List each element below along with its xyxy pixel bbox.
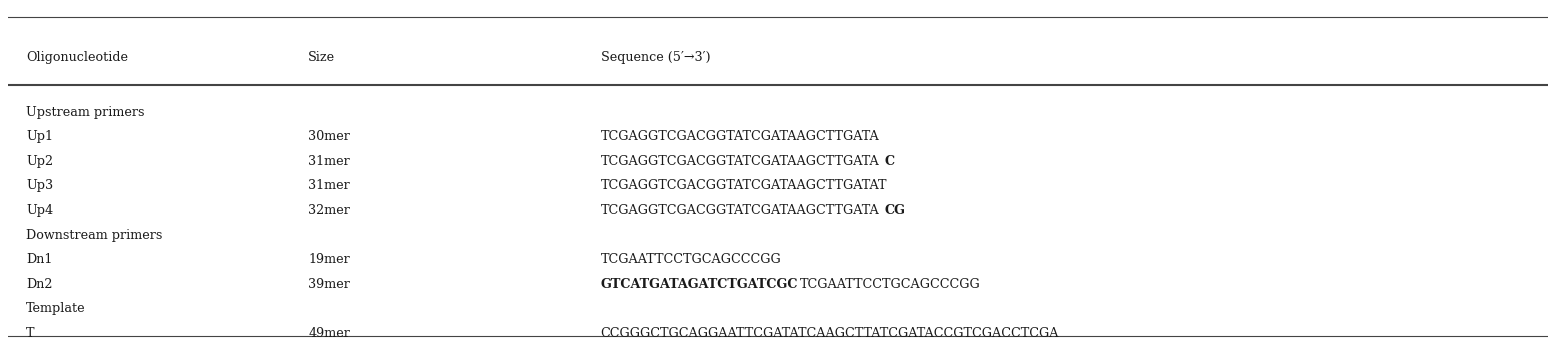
Text: 49mer: 49mer bbox=[309, 327, 351, 340]
Text: Oligonucleotide: Oligonucleotide bbox=[26, 51, 129, 64]
Text: Up4: Up4 bbox=[26, 204, 53, 217]
Text: 39mer: 39mer bbox=[309, 278, 351, 291]
Text: TCGAGGTCGACGGTATCGATAAGCTTGATAT: TCGAGGTCGACGGTATCGATAAGCTTGATAT bbox=[600, 180, 887, 192]
Text: Sequence (5′→3′): Sequence (5′→3′) bbox=[600, 51, 710, 64]
Text: Template: Template bbox=[26, 302, 85, 315]
Text: Dn2: Dn2 bbox=[26, 278, 53, 291]
Text: TCGAATTCCTGCAGCCCGG: TCGAATTCCTGCAGCCCGG bbox=[800, 278, 980, 291]
Text: 31mer: 31mer bbox=[309, 155, 351, 168]
Text: CCGGGCTGCAGGAATTCGATATCAAGCTTATCGATACCGTCGACCTCGA: CCGGGCTGCAGGAATTCGATATCAAGCTTATCGATACCGT… bbox=[600, 327, 1059, 340]
Text: Up1: Up1 bbox=[26, 130, 53, 143]
Text: T: T bbox=[26, 327, 34, 340]
Text: Up3: Up3 bbox=[26, 180, 53, 192]
Text: 32mer: 32mer bbox=[309, 204, 351, 217]
Text: Size: Size bbox=[309, 51, 335, 64]
Text: Downstream primers: Downstream primers bbox=[26, 229, 163, 242]
Text: TCGAATTCCTGCAGCCCGG: TCGAATTCCTGCAGCCCGG bbox=[600, 253, 782, 266]
Text: GTCATGATAGATCTGATCGC: GTCATGATAGATCTGATCGC bbox=[600, 278, 799, 291]
Text: Upstream primers: Upstream primers bbox=[26, 106, 144, 119]
Text: C: C bbox=[886, 155, 895, 168]
Text: 30mer: 30mer bbox=[309, 130, 351, 143]
Text: CG: CG bbox=[886, 204, 906, 217]
Text: Dn1: Dn1 bbox=[26, 253, 53, 266]
Text: 19mer: 19mer bbox=[309, 253, 351, 266]
Text: TCGAGGTCGACGGTATCGATAAGCTTGATA: TCGAGGTCGACGGTATCGATAAGCTTGATA bbox=[600, 130, 879, 143]
Text: Up2: Up2 bbox=[26, 155, 53, 168]
Text: TCGAGGTCGACGGTATCGATAAGCTTGATA: TCGAGGTCGACGGTATCGATAAGCTTGATA bbox=[600, 155, 879, 168]
Text: TCGAGGTCGACGGTATCGATAAGCTTGATA: TCGAGGTCGACGGTATCGATAAGCTTGATA bbox=[600, 204, 879, 217]
Text: 31mer: 31mer bbox=[309, 180, 351, 192]
